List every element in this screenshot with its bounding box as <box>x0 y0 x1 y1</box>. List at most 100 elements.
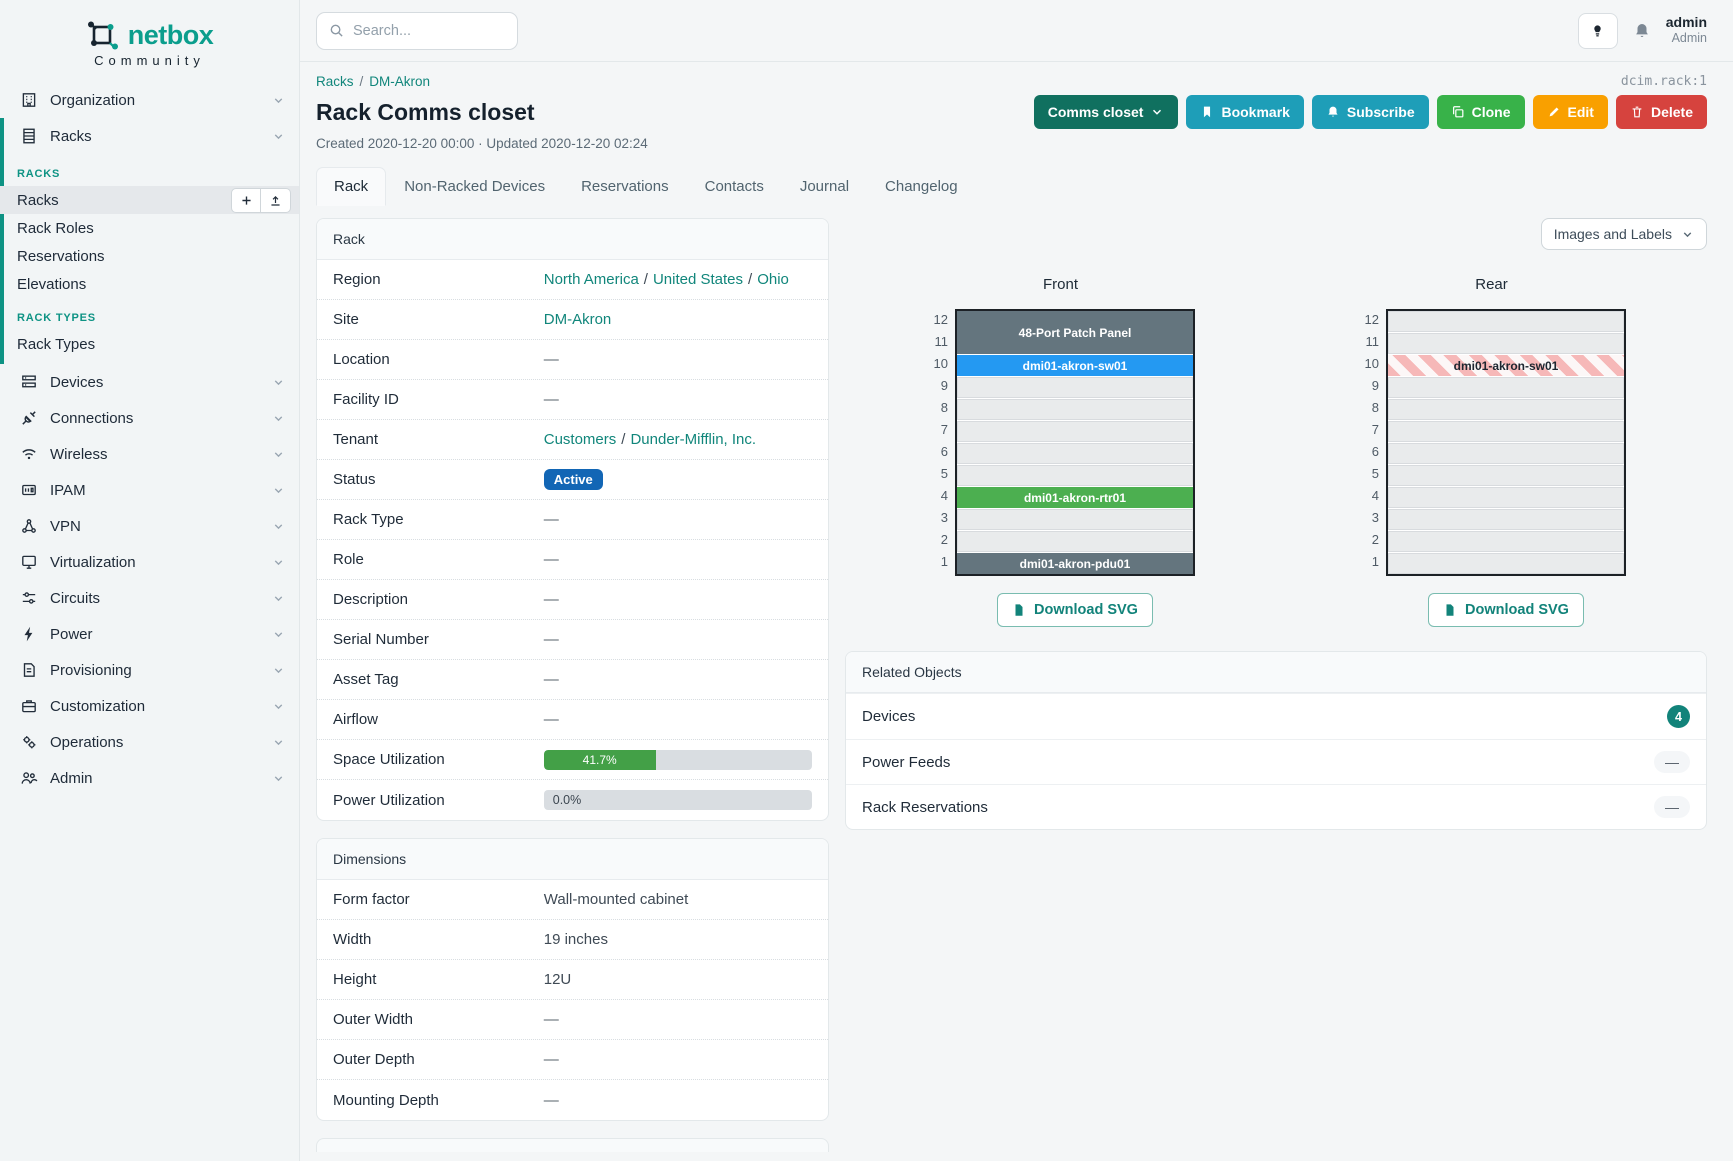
import-rack-button[interactable] <box>261 187 291 213</box>
rack-unit-empty[interactable] <box>957 377 1193 398</box>
rack-unit-empty[interactable] <box>1388 509 1624 530</box>
rack-unit-empty[interactable] <box>1388 311 1624 332</box>
rack-unit-empty[interactable] <box>957 509 1193 530</box>
sidebar-item-rack-roles[interactable]: Rack Roles <box>0 214 299 242</box>
rack-diagram: 12 11 10 9 8 7 6 5 4 3 2 1 48-Port Patch Panel dmi01-… <box>926 309 1195 576</box>
empty-value: — <box>543 591 559 608</box>
rack-unit-device[interactable]: dmi01-akron-sw01 <box>1388 355 1624 376</box>
sidebar-item-wireless[interactable]: Wireless <box>0 436 299 472</box>
sidebar-item-ipam[interactable]: IPAM <box>0 472 299 508</box>
breadcrumb-link-dm-akron[interactable]: DM-Akron <box>369 74 431 89</box>
rack-unit-empty[interactable] <box>1388 399 1624 420</box>
panel-title: Dimensions <box>317 839 828 880</box>
rack-unit-empty[interactable] <box>1388 553 1624 574</box>
tab-reservations[interactable]: Reservations <box>581 178 669 195</box>
rack-unit-empty[interactable] <box>957 443 1193 464</box>
sidebar-item-vpn[interactable]: VPN <box>0 508 299 544</box>
images-labels-dropdown[interactable]: Images and Labels <box>1540 218 1707 250</box>
rack-unit-empty[interactable] <box>957 421 1193 442</box>
sidebar-item-organization[interactable]: Organization <box>0 82 299 118</box>
related-row-rack-reservations[interactable]: Rack Reservations — <box>846 784 1706 829</box>
sidebar-item-racks[interactable]: Racks <box>0 118 299 154</box>
vpn-icon <box>20 517 38 535</box>
plus-icon <box>240 194 253 207</box>
upload-icon <box>269 194 282 207</box>
notifications-bell-icon[interactable] <box>1633 22 1651 40</box>
breadcrumb-link-racks[interactable]: Racks <box>316 74 354 89</box>
chevron-down-icon <box>272 448 285 461</box>
rack-unit-empty[interactable] <box>1388 377 1624 398</box>
attribute-value: — <box>544 391 812 408</box>
related-objects-panel: Related Objects Devices 4 Power Feeds — Rack… <box>845 651 1707 830</box>
related-row-power-feeds[interactable]: Power Feeds — <box>846 739 1706 784</box>
sidebar-item-provisioning[interactable]: Provisioning <box>0 652 299 688</box>
rack-unit-empty[interactable] <box>1388 465 1624 486</box>
theme-toggle-button[interactable] <box>1577 12 1618 49</box>
sidebar-item-virtualization[interactable]: Virtualization <box>0 544 299 580</box>
delete-button[interactable]: Delete <box>1615 95 1707 129</box>
rack-unit-empty[interactable] <box>1388 487 1624 508</box>
sidebar-item-connections[interactable]: Connections <box>0 400 299 436</box>
bookmark-button[interactable]: Bookmark <box>1186 95 1304 129</box>
panel-title: Related Objects <box>846 652 1706 693</box>
rack-unit-device[interactable]: dmi01-akron-sw01 <box>957 355 1193 376</box>
rack-unit-device[interactable]: 48-Port Patch Panel <box>957 311 1193 354</box>
attribute-label: Site <box>333 311 359 328</box>
rack-unit-empty[interactable] <box>1388 421 1624 442</box>
sidebar-item-devices[interactable]: Devices <box>0 364 299 400</box>
value-link-customers[interactable]: Customers <box>543 431 617 448</box>
count-badge: 4 <box>1667 705 1690 728</box>
sidebar-item-racks[interactable]: Racks <box>0 186 299 214</box>
sidebar-item-admin[interactable]: Admin <box>0 760 299 796</box>
tab-contacts[interactable]: Contacts <box>704 178 764 195</box>
edit-button[interactable]: Edit <box>1532 95 1608 129</box>
tab-journal[interactable]: Journal <box>799 178 850 195</box>
download-svg-button[interactable]: Download SVG <box>997 593 1153 627</box>
rack-unit-device[interactable]: dmi01-akron-rtr01 <box>957 487 1193 508</box>
sidebar-item-circuits[interactable]: Circuits <box>0 580 299 616</box>
user-menu[interactable]: admin Admin <box>1666 14 1707 47</box>
global-search[interactable] <box>316 11 518 50</box>
rack-unit-empty[interactable] <box>1388 443 1624 464</box>
add-rack-button[interactable] <box>231 187 261 213</box>
clone-button[interactable]: Clone <box>1436 95 1525 129</box>
tab-changelog[interactable]: Changelog <box>885 178 958 195</box>
rack-unit-device[interactable]: dmi01-akron-pdu01 <box>957 553 1193 574</box>
comms-closet-button[interactable]: Comms closet <box>1033 95 1179 129</box>
value-link-dm-akron[interactable]: DM-Akron <box>543 311 612 328</box>
sidebar-item-label: Admin <box>50 769 93 787</box>
sidebar-item-label: Devices <box>50 373 104 391</box>
sidebar-item-reservations[interactable]: Reservations <box>0 242 299 270</box>
sidebar-item-operations[interactable]: Operations <box>0 724 299 760</box>
search-input[interactable] <box>353 22 493 39</box>
brand[interactable]: netbox Community <box>0 12 299 82</box>
object-type-label: dcim.rack:1 <box>1620 74 1707 89</box>
sidebar-item-elevations[interactable]: Elevations <box>0 270 299 298</box>
utilization-bar: 0.0% <box>543 790 812 810</box>
rack-unit-empty[interactable] <box>957 399 1193 420</box>
download-svg-button[interactable]: Download SVG <box>1428 593 1584 627</box>
main-content: Rack Region North America / United States / O… <box>300 206 1733 1161</box>
subscribe-button[interactable]: Subscribe <box>1311 95 1429 129</box>
sidebar: netbox Community Organization Racks RACKS R… <box>0 0 300 1161</box>
download-label: Download SVG <box>1034 602 1138 618</box>
rack-unit-empty[interactable] <box>957 531 1193 552</box>
attribute-row-description: Description — <box>317 580 828 620</box>
chevron-down-icon <box>272 736 285 749</box>
tab-non-racked-devices[interactable]: Non-Racked Devices <box>404 178 546 195</box>
value-link-ohio[interactable]: Ohio <box>757 271 789 288</box>
related-row-devices[interactable]: Devices 4 <box>846 693 1706 739</box>
value-link-dunder-mifflin-inc[interactable]: Dunder-Mifflin, Inc. <box>630 431 757 448</box>
value-link-north-america[interactable]: North America <box>543 271 639 288</box>
sidebar-item-power[interactable]: Power <box>0 616 299 652</box>
value-link-united-states[interactable]: United States <box>652 271 744 288</box>
tab-rack[interactable]: Rack <box>316 167 387 206</box>
sidebar-item-rack-types[interactable]: Rack Types <box>0 330 299 358</box>
rack-unit-empty[interactable] <box>957 465 1193 486</box>
value-text: 12U <box>543 971 572 988</box>
attribute-label: Outer Width <box>333 1011 414 1028</box>
sidebar-item-customization[interactable]: Customization <box>0 688 299 724</box>
rack-unit-empty[interactable] <box>1388 333 1624 354</box>
rack-unit-empty[interactable] <box>1388 531 1624 552</box>
